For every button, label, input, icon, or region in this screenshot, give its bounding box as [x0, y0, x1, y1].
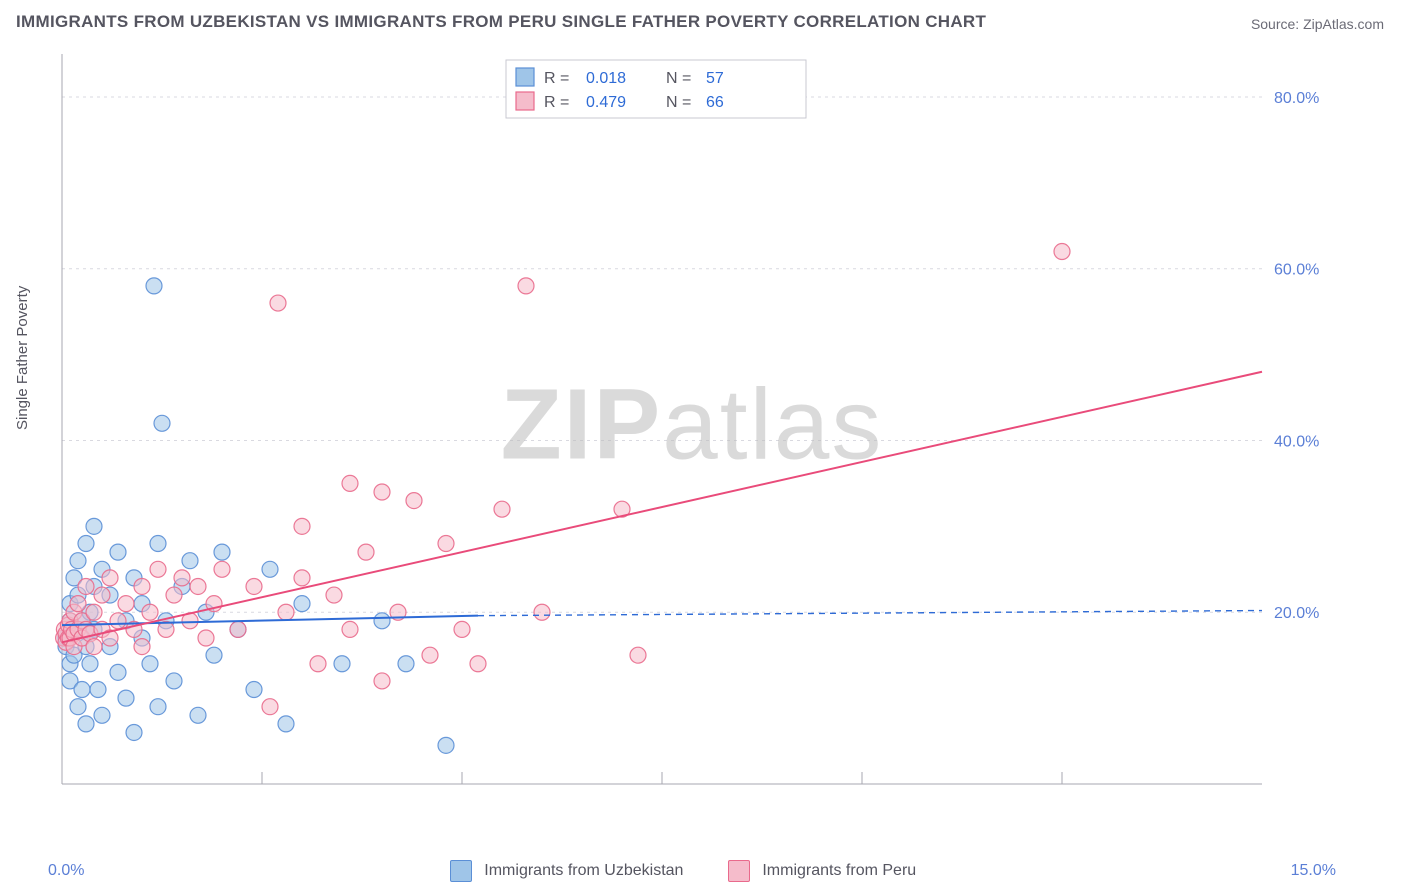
svg-text:20.0%: 20.0%	[1274, 605, 1319, 622]
svg-text:0.479: 0.479	[586, 94, 626, 111]
svg-text:R =: R =	[544, 70, 569, 87]
legend-label-peru: Immigrants from Peru	[762, 862, 916, 879]
svg-text:0.018: 0.018	[586, 70, 626, 87]
legend-swatch-peru	[728, 860, 750, 882]
svg-text:40.0%: 40.0%	[1274, 433, 1319, 450]
svg-text:N =: N =	[666, 70, 691, 87]
legend-label-uzbekistan: Immigrants from Uzbekistan	[484, 862, 683, 879]
chart-title: IMMIGRANTS FROM UZBEKISTAN VS IMMIGRANTS…	[16, 12, 986, 32]
svg-text:66: 66	[706, 94, 724, 111]
chart-area: ZIPatlas 20.0%40.0%60.0%80.0%R =0.018N =…	[52, 50, 1332, 800]
svg-text:N =: N =	[666, 94, 691, 111]
svg-text:60.0%: 60.0%	[1274, 262, 1319, 279]
x-tick-label: 0.0%	[48, 862, 84, 880]
svg-text:80.0%: 80.0%	[1274, 90, 1319, 107]
source-label: Source: ZipAtlas.com	[1251, 16, 1384, 32]
y-axis-label: Single Father Poverty	[14, 286, 31, 430]
x-tick-label: 15.0%	[1291, 862, 1336, 880]
legend-swatch-uzbekistan	[450, 860, 472, 882]
svg-text:57: 57	[706, 70, 724, 87]
svg-text:R =: R =	[544, 94, 569, 111]
legend-bottom: Immigrants from Uzbekistan Immigrants fr…	[0, 860, 1406, 882]
scatter-chart: 20.0% 40.0% 60.0% 80.0% R = 0.018 N = 57 R = 0.47…	[52, 50, 1332, 800]
